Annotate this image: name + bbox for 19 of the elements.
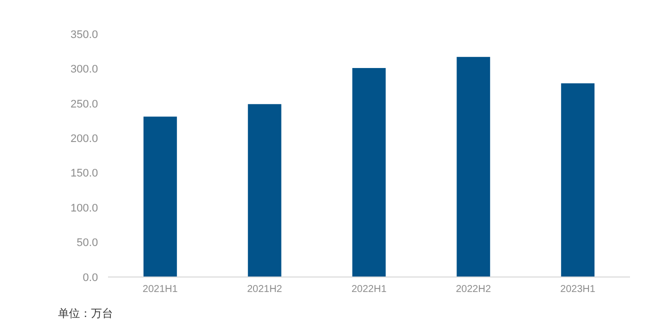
bar [352, 68, 386, 277]
bar [456, 56, 490, 277]
bar [561, 83, 595, 277]
x-tick-label: 2023H1 [560, 284, 596, 295]
y-tick-label: 250.0 [70, 98, 98, 110]
y-tick-label: 0.0 [82, 272, 98, 284]
bar [143, 116, 177, 277]
x-tick-label: 2022H2 [456, 284, 492, 295]
x-tick-label: 2021H1 [142, 284, 178, 295]
y-tick-label: 50.0 [76, 237, 98, 250]
y-tick-label: 150.0 [70, 168, 98, 180]
x-tick-label: 2021H2 [247, 284, 283, 295]
x-tick-label: 2022H1 [351, 284, 387, 295]
text: 单位：万台 [58, 307, 113, 320]
y-tick-label: 100.0 [70, 202, 98, 214]
bar [248, 104, 282, 277]
y-tick-label: 200.0 [70, 132, 98, 145]
y-tick-label: 350.0 [70, 28, 98, 41]
y-tick-label: 300.0 [70, 64, 98, 76]
